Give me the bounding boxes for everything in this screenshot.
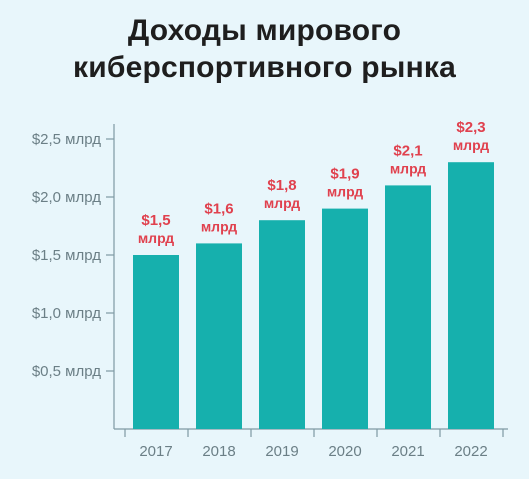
x-tick-label: 2019 [265, 443, 298, 460]
chart-title-line-2: киберспортивного рынка [72, 51, 456, 84]
y-tick-label: $1,5 млрд [32, 247, 101, 264]
value-label-unit: млрд [390, 160, 426, 176]
value-label-amount: $2,1 [393, 142, 422, 159]
bar-2017 [133, 255, 179, 429]
value-label-amount: $1,6 [204, 200, 233, 217]
value-label-amount: $1,8 [267, 177, 296, 194]
value-label-amount: $1,5 [141, 212, 170, 229]
value-labels: $1,5млрд$1,6млрд$1,8млрд$1,9млрд$2,1млрд… [138, 119, 489, 246]
value-label-unit: млрд [138, 230, 174, 246]
value-label-amount: $1,9 [330, 166, 359, 183]
value-label-unit: млрд [453, 137, 489, 153]
y-tick-label: $2,5 млрд [32, 131, 101, 148]
y-tick-label: $1,0 млрд [32, 305, 101, 322]
value-label-unit: млрд [201, 218, 237, 234]
x-tick-label: 2020 [328, 443, 361, 460]
y-axis: $0,5 млрд $1,0 млрд $1,5 млрд $2,0 млрд $2,5… [32, 124, 115, 429]
value-label-unit: млрд [327, 184, 363, 200]
value-label-unit: млрд [264, 195, 300, 211]
y-tick-label: $2,0 млрд [32, 189, 101, 206]
bar-2019 [259, 220, 305, 429]
bar-series [133, 162, 494, 429]
x-tick-label: 2022 [454, 443, 487, 460]
bar-2020 [322, 208, 368, 429]
bar-2022 [448, 162, 494, 429]
value-label-amount: $2,3 [456, 119, 485, 136]
x-axis: 2017 2018 2019 2020 2021 2022 [114, 428, 508, 460]
bar-2021 [385, 185, 431, 429]
x-tick-label: 2018 [202, 443, 235, 460]
bar-2018 [196, 243, 242, 429]
chart-title-line-1: Доходы мирового [127, 14, 402, 47]
x-tick-label: 2021 [391, 443, 424, 460]
y-tick-label: $0,5 млрд [32, 363, 101, 380]
x-tick-label: 2017 [139, 443, 172, 460]
